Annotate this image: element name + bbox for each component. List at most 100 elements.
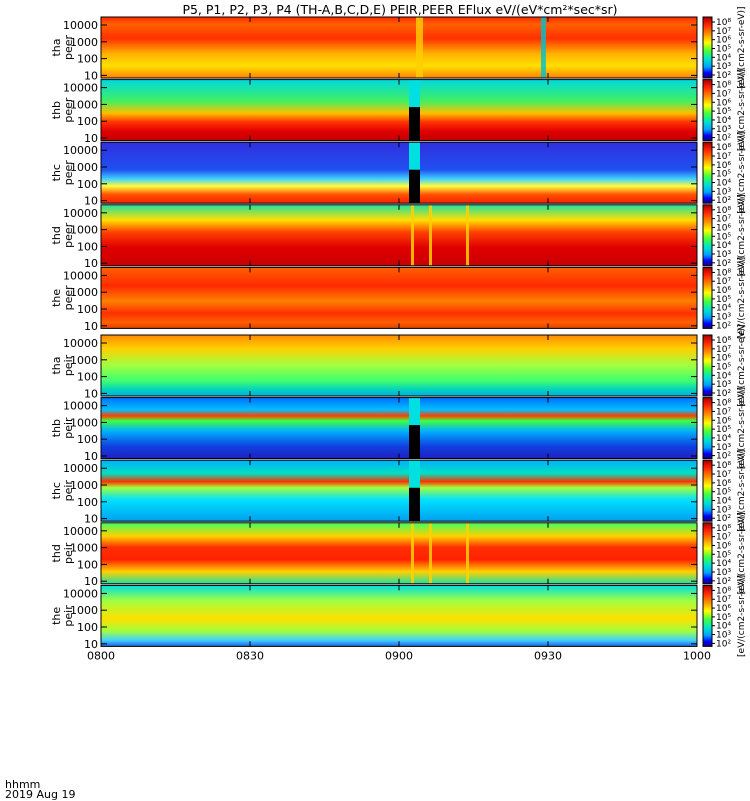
colorbar-tick-label: 10⁶ <box>716 604 731 614</box>
y-tick-label: 1000 <box>70 286 98 299</box>
y-tick-label: 10 <box>84 257 98 270</box>
panel-label-probe: thd <box>50 544 63 562</box>
colorbar-tick-label: 10⁷ <box>716 533 731 543</box>
y-tick-label: 10 <box>84 320 98 333</box>
y-tick-label: 100 <box>77 621 98 634</box>
y-tick-label: 10000 <box>63 82 98 95</box>
colorbar-tick-label: 10⁷ <box>716 470 731 480</box>
colorbar-tick-label: 10⁴ <box>716 497 731 507</box>
colorbar-tick-label: 10⁵ <box>716 488 731 498</box>
panel-label-probe: thb <box>50 101 63 119</box>
y-tick-label: 100 <box>77 558 98 571</box>
colorbar-tick-label: 10⁶ <box>716 161 731 171</box>
colorbar-label: [eV/(cm2-s-sr-eV)] <box>737 257 747 339</box>
y-tick-label: 1000 <box>70 354 98 367</box>
y-tick-label: 1000 <box>70 98 98 111</box>
chart-title: P5, P1, P2, P3, P4 (TH-A,B,C,D,E) PEIR,P… <box>182 2 618 17</box>
colorbar <box>702 16 713 79</box>
colorbar-tick-label: 10⁴ <box>716 179 731 189</box>
colorbar-tick-label: 10³ <box>716 380 731 390</box>
colorbar <box>702 397 713 460</box>
colorbar-tick-label: 10⁴ <box>716 304 731 314</box>
panel-label-species: peir <box>62 542 75 564</box>
colorbar-tick-label: 10⁸ <box>716 18 731 28</box>
colorbar-tick-label: 10⁷ <box>716 152 731 162</box>
colorbar-label: [eV/(cm2-s-sr-eV)] <box>737 69 747 151</box>
y-tick-label: 1000 <box>70 416 98 429</box>
panel-spectrogram <box>101 142 697 204</box>
panel-label-probe: thc <box>50 482 63 499</box>
colorbar-tick-label: 10² <box>716 452 731 462</box>
y-tick-label: 10 <box>84 638 98 651</box>
colorbar-tick-label: 10² <box>716 259 731 269</box>
colorbar <box>702 204 713 267</box>
colorbar-tick-label: 10⁶ <box>716 479 731 489</box>
y-tick-label: 10000 <box>63 19 98 32</box>
panel-label-species: peir <box>62 417 75 439</box>
colorbar-tick-label: 10² <box>716 389 731 399</box>
colorbar <box>702 522 713 585</box>
colorbar-tick-label: 10⁵ <box>716 232 731 242</box>
y-tick-label: 10000 <box>63 525 98 538</box>
colorbar-tick-label: 10⁶ <box>716 354 731 364</box>
y-tick-label: 100 <box>77 496 98 509</box>
data-gap <box>409 425 420 459</box>
data-gap <box>409 169 420 204</box>
colorbar-tick-label: 10⁴ <box>716 434 731 444</box>
colorbar-tick-label: 10² <box>716 71 731 81</box>
colorbar-tick-label: 10² <box>716 134 731 144</box>
panel-label-probe: thc <box>50 164 63 181</box>
data-gap-top <box>409 397 420 426</box>
panel-label-probe: tha <box>50 38 63 56</box>
y-tick-label: 100 <box>77 371 98 384</box>
panel-label-species: peer <box>62 285 75 311</box>
y-tick-label: 100 <box>77 240 98 253</box>
colorbar-tick-label: 10⁸ <box>716 336 731 346</box>
vertical-feature <box>466 522 469 584</box>
colorbar-tick-label: 10⁶ <box>716 98 731 108</box>
panel-label-species: peer <box>62 35 75 61</box>
colorbar-tick-label: 10⁵ <box>716 550 731 560</box>
colorbar-tick-label: 10⁴ <box>716 241 731 251</box>
colorbar-tick-label: 10³ <box>716 568 731 578</box>
colorbar <box>702 584 713 647</box>
colorbar-tick-label: 10³ <box>716 505 731 515</box>
vertical-feature <box>429 522 432 584</box>
panel-spectrogram <box>101 522 697 584</box>
colorbar-tick-label: 10⁷ <box>716 277 731 287</box>
vertical-feature <box>411 204 414 266</box>
colorbar-tick-label: 10² <box>716 196 731 206</box>
panel-label-species: peer <box>62 97 75 123</box>
colorbar-label: [eV/(cm2-s-sr-eV)] <box>737 194 747 276</box>
y-tick-label: 100 <box>77 53 98 66</box>
y-tick-label: 10000 <box>63 207 98 220</box>
y-tick-label: 100 <box>77 303 98 316</box>
x-tick-label: 0930 <box>534 649 562 662</box>
vertical-feature <box>541 17 546 78</box>
colorbar-tick-label: 10⁸ <box>716 143 731 153</box>
panel-label-probe: thd <box>50 226 63 244</box>
colorbar-tick-label: 10³ <box>716 62 731 72</box>
colorbar <box>702 266 713 329</box>
panel-label-probe: the <box>50 607 63 625</box>
colorbar-tick-label: 10⁵ <box>716 613 731 623</box>
data-gap-top <box>409 460 420 488</box>
colorbar <box>702 141 713 204</box>
date-label: 2019 Aug 19 <box>5 788 76 801</box>
y-tick-label: 100 <box>77 433 98 446</box>
colorbar-tick-label: 10⁷ <box>716 27 731 37</box>
colorbar <box>702 334 713 397</box>
colorbar-tick-label: 10² <box>716 577 731 587</box>
y-tick-label: 10 <box>84 575 98 588</box>
colorbar-tick-label: 10⁸ <box>716 586 731 596</box>
x-axis-label: hhmm <box>5 778 41 791</box>
colorbar-tick-label: 10⁶ <box>716 223 731 233</box>
